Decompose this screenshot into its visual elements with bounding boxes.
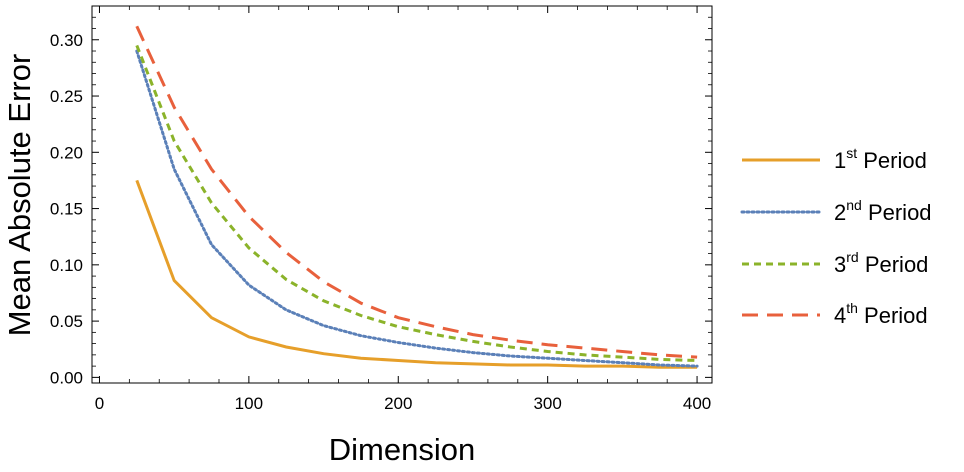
y-tick-label: 0.15 [50, 200, 83, 219]
x-tick-label: 300 [533, 394, 561, 413]
legend-label-s2: 2nd Period [834, 197, 932, 225]
plot-frame [91, 5, 713, 384]
x-tick-label: 400 [683, 394, 711, 413]
series-line-s2 [135, 49, 699, 368]
legend-label-s1: 1st Period [834, 145, 927, 173]
x-tick-label: 0 [95, 394, 104, 413]
y-tick-label: 0.30 [50, 31, 83, 50]
x-tick-label: 200 [384, 394, 412, 413]
y-tick-label: 0.00 [50, 368, 83, 387]
axis-ticks [92, 6, 712, 383]
x-tick-labels: 0 100 200 300 400 [95, 394, 712, 413]
x-tick-label: 100 [235, 394, 263, 413]
series-lines [135, 25, 699, 369]
y-tick-label: 0.05 [50, 312, 83, 331]
legend-label-s4: 4th Period [834, 300, 928, 328]
y-tick-labels: 0.00 0.05 0.10 0.15 0.20 0.25 0.30 [50, 31, 83, 388]
series-line-s4 [135, 25, 698, 359]
y-axis-title: Mean Absolute Error [2, 54, 37, 337]
y-tick-label: 0.25 [50, 87, 83, 106]
x-axis-title: Dimension [329, 432, 475, 467]
y-tick-label: 0.20 [50, 143, 83, 162]
legend-label-s3: 3rd Period [834, 249, 928, 277]
series-line-s1 [135, 179, 698, 369]
series-line-s3 [135, 44, 698, 362]
legend: 1st Period 2nd Period 3rd Period 4th Period [740, 145, 932, 328]
y-tick-label: 0.10 [50, 256, 83, 275]
